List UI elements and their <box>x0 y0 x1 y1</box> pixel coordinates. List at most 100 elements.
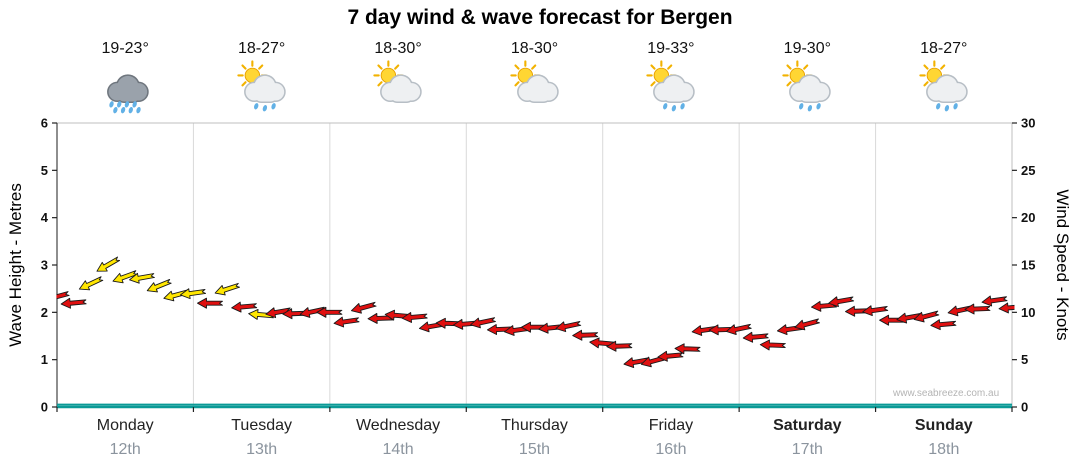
wind-arrow <box>470 317 496 329</box>
right-tick-label: 15 <box>1021 258 1035 273</box>
wind-arrow <box>794 318 820 331</box>
left-tick-label: 3 <box>41 258 48 273</box>
wind-arrow <box>862 305 889 317</box>
left-tick-label: 0 <box>41 400 48 415</box>
wind-arrow <box>998 302 1015 314</box>
left-tick-label: 1 <box>41 352 48 367</box>
left-tick-label: 4 <box>41 210 49 225</box>
wind-arrow <box>572 329 599 341</box>
raindrop-icon <box>816 103 822 110</box>
weather-icon-sun-cloud <box>509 60 559 104</box>
wind-arrow <box>674 343 701 355</box>
day-name: Wednesday <box>355 417 441 434</box>
wind-arrow <box>146 279 172 293</box>
raindrop-icon <box>113 106 118 114</box>
wind-arrow <box>555 320 582 333</box>
right-tick-label: 25 <box>1021 163 1035 178</box>
day-date: 15th <box>518 441 551 458</box>
wind-arrow <box>401 312 428 323</box>
wind-arrow <box>759 339 786 351</box>
left-tick-label: 5 <box>41 163 48 178</box>
temperature-range: 18-30° <box>510 40 559 57</box>
temperature-range: 19-33° <box>647 40 695 57</box>
wind-arrow <box>930 319 957 331</box>
cloud-icon <box>243 74 286 104</box>
raindrop-icon <box>117 101 122 108</box>
wind-arrow <box>316 306 343 318</box>
cloud-icon <box>925 74 968 104</box>
raindrop-icon <box>935 103 941 110</box>
wind-arrow <box>981 295 1008 307</box>
temperature-range: 18-30° <box>374 40 422 57</box>
day-date: 12th <box>109 441 141 458</box>
right-tick-label: 5 <box>1021 352 1028 367</box>
raindrop-icon <box>944 105 949 112</box>
day-date: 14th <box>382 441 414 458</box>
wind-arrow <box>78 276 104 291</box>
raindrop-icon <box>262 105 267 112</box>
cloud-icon <box>789 74 832 104</box>
page-title: 7 day wind & wave forecast for Bergen <box>347 6 733 29</box>
day-name: Tuesday <box>231 417 293 434</box>
temperature-range: 18-27° <box>920 40 968 57</box>
wind-arrow <box>606 340 633 352</box>
weather-icon-sun-cloud-rain <box>236 60 286 112</box>
day-date: 18th <box>928 441 960 458</box>
raindrop-icon <box>799 103 804 110</box>
cloud-icon <box>516 74 559 104</box>
wind-arrow <box>231 301 258 313</box>
left-tick-label: 6 <box>41 116 48 131</box>
wind-arrow <box>180 288 207 300</box>
raindrop-icon <box>671 105 676 112</box>
wind-arrow <box>265 307 292 319</box>
cloud-icon <box>652 74 695 104</box>
right-tick-label: 10 <box>1021 305 1035 320</box>
wind-arrow <box>964 303 991 315</box>
raindrop-icon <box>953 103 958 110</box>
day-date: 16th <box>655 441 687 458</box>
wind-arrow <box>725 323 752 335</box>
wind-arrow <box>913 310 940 323</box>
day-name: Sunday <box>914 417 973 434</box>
watermark: www.seabreeze.com.au <box>893 388 1000 399</box>
right-tick-label: 30 <box>1021 116 1035 131</box>
wind-arrow <box>112 270 138 284</box>
raindrop-icon <box>271 103 276 110</box>
wind-arrow <box>197 297 223 309</box>
raindrop-icon <box>136 106 141 114</box>
wind-arrow <box>350 301 377 314</box>
right-tick-label: 20 <box>1021 210 1035 225</box>
wind-arrow <box>214 282 240 296</box>
day-name: Saturday <box>773 417 842 434</box>
raindrop-icon <box>124 101 130 108</box>
weather-icon-heavy-rain <box>107 74 149 114</box>
plot-border <box>56 122 1013 408</box>
wind-arrow <box>60 297 87 309</box>
wind-arrow <box>657 350 684 362</box>
cloud-icon <box>380 74 422 104</box>
weather-icon-sun-cloud <box>373 60 422 104</box>
raindrop-icon <box>253 103 259 110</box>
raindrop-icon <box>662 103 668 110</box>
day-date: 17th <box>791 441 823 458</box>
wind-arrow <box>742 331 769 343</box>
wind-arrow <box>96 256 121 272</box>
temperature-range: 19-30° <box>783 40 831 57</box>
day-name: Monday <box>96 417 154 434</box>
wind-arrows <box>56 256 1015 368</box>
wind-arrow <box>828 296 855 308</box>
raindrop-icon <box>680 103 685 110</box>
raindrop-icon <box>808 105 813 112</box>
day-name: Friday <box>648 417 694 434</box>
cloud-icon <box>107 74 149 104</box>
raindrop-icon <box>132 101 138 108</box>
left-tick-label: 2 <box>41 305 48 320</box>
weather-icon-sun-cloud-rain <box>919 60 968 112</box>
wind-arrow <box>333 316 360 328</box>
temperature-range: 19-23° <box>101 40 149 57</box>
wind-arrow <box>129 272 155 284</box>
wind-arrow <box>56 291 70 303</box>
right-tick-label: 0 <box>1021 400 1028 415</box>
raindrop-icon <box>128 106 134 114</box>
